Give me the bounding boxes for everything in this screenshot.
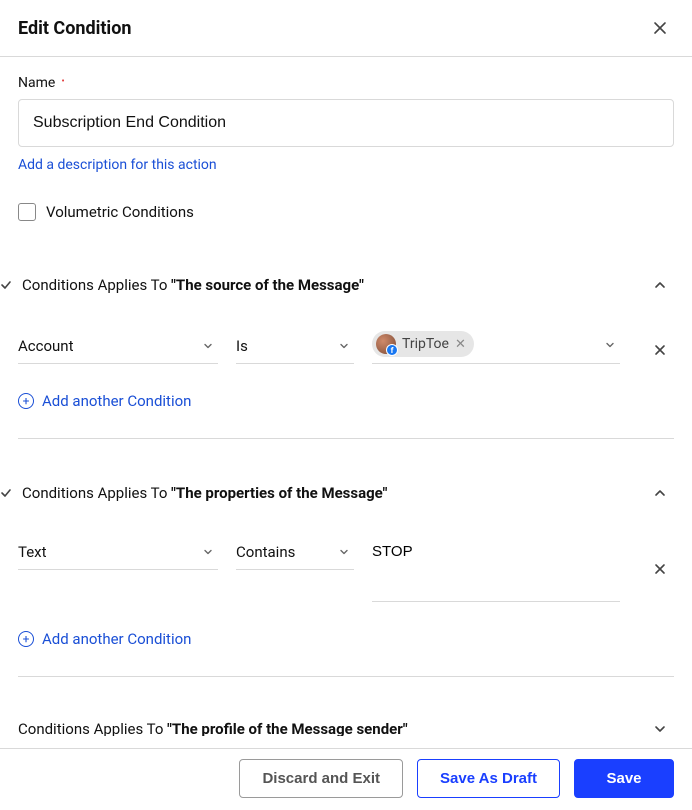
chip-remove-icon[interactable]: ✕ bbox=[455, 337, 466, 352]
modal-title: Edit Condition bbox=[18, 18, 131, 39]
remove-condition-button[interactable] bbox=[646, 336, 674, 364]
section-profile-title: Conditions Applies To "The profile of th… bbox=[18, 720, 408, 736]
save-button[interactable]: Save bbox=[574, 759, 674, 798]
section-properties: Conditions Applies To "The properties of… bbox=[18, 479, 674, 677]
section-properties-header[interactable]: Conditions Applies To "The properties of… bbox=[18, 479, 674, 507]
required-indicator: • bbox=[61, 76, 64, 87]
close-icon bbox=[653, 343, 667, 357]
avatar-icon: f bbox=[376, 334, 396, 354]
condition-row: Text Contains bbox=[18, 535, 674, 602]
value-input[interactable] bbox=[372, 535, 620, 568]
expand-button[interactable] bbox=[646, 715, 674, 736]
account-chip[interactable]: f TripToe ✕ bbox=[372, 331, 474, 357]
check-icon bbox=[0, 279, 14, 291]
volumetric-checkbox[interactable] bbox=[18, 203, 36, 221]
chevron-down-icon bbox=[338, 340, 350, 352]
condition-row: Account Is f TripToe ✕ bbox=[18, 327, 674, 364]
close-icon bbox=[653, 562, 667, 576]
modal-body: Name • Add a description for this action… bbox=[0, 57, 692, 736]
name-input[interactable] bbox=[18, 99, 674, 147]
check-icon bbox=[0, 487, 14, 499]
chevron-down-icon bbox=[604, 339, 616, 351]
operator-select[interactable]: Is bbox=[236, 329, 354, 364]
value-input-wrap bbox=[372, 535, 620, 602]
value-extra-line[interactable] bbox=[372, 568, 620, 602]
close-icon bbox=[652, 20, 668, 36]
volumetric-label: Volumetric Conditions bbox=[46, 203, 194, 221]
save-draft-button[interactable]: Save As Draft bbox=[417, 759, 560, 798]
add-description-link[interactable]: Add a description for this action bbox=[18, 157, 217, 173]
section-source: Conditions Applies To "The source of the… bbox=[18, 271, 674, 439]
operator-select[interactable]: Contains bbox=[236, 535, 354, 570]
name-label: Name bbox=[18, 75, 55, 91]
edit-condition-modal: Edit Condition Name • Add a description … bbox=[0, 0, 692, 810]
volumetric-row[interactable]: Volumetric Conditions bbox=[18, 203, 674, 221]
section-properties-title: Conditions Applies To "The properties of… bbox=[22, 484, 387, 502]
discard-button[interactable]: Discard and Exit bbox=[239, 759, 403, 798]
section-divider bbox=[18, 676, 674, 677]
collapse-button[interactable] bbox=[646, 479, 674, 507]
section-source-title: Conditions Applies To "The source of the… bbox=[22, 276, 364, 294]
section-profile-header[interactable]: Conditions Applies To "The profile of th… bbox=[18, 715, 674, 736]
modal-header: Edit Condition bbox=[0, 0, 692, 57]
close-button[interactable] bbox=[646, 14, 674, 42]
value-select[interactable]: f TripToe ✕ bbox=[372, 327, 620, 364]
remove-condition-button[interactable] bbox=[646, 555, 674, 583]
chevron-down-icon bbox=[338, 546, 350, 558]
plus-circle-icon: + bbox=[18, 393, 34, 409]
chevron-down-icon bbox=[653, 722, 667, 736]
plus-circle-icon: + bbox=[18, 631, 34, 647]
name-label-row: Name • bbox=[18, 75, 674, 91]
chevron-up-icon bbox=[653, 278, 667, 292]
add-condition-link[interactable]: + Add another Condition bbox=[18, 630, 191, 648]
section-divider bbox=[18, 438, 674, 439]
chip-label: TripToe bbox=[402, 336, 449, 352]
field-select[interactable]: Account bbox=[18, 329, 218, 364]
collapse-button[interactable] bbox=[646, 271, 674, 299]
chevron-up-icon bbox=[653, 486, 667, 500]
field-select[interactable]: Text bbox=[18, 535, 218, 570]
chevron-down-icon bbox=[202, 546, 214, 558]
add-condition-link[interactable]: + Add another Condition bbox=[18, 392, 191, 410]
modal-footer: Discard and Exit Save As Draft Save bbox=[0, 748, 692, 810]
chevron-down-icon bbox=[202, 340, 214, 352]
section-source-header[interactable]: Conditions Applies To "The source of the… bbox=[18, 271, 674, 299]
